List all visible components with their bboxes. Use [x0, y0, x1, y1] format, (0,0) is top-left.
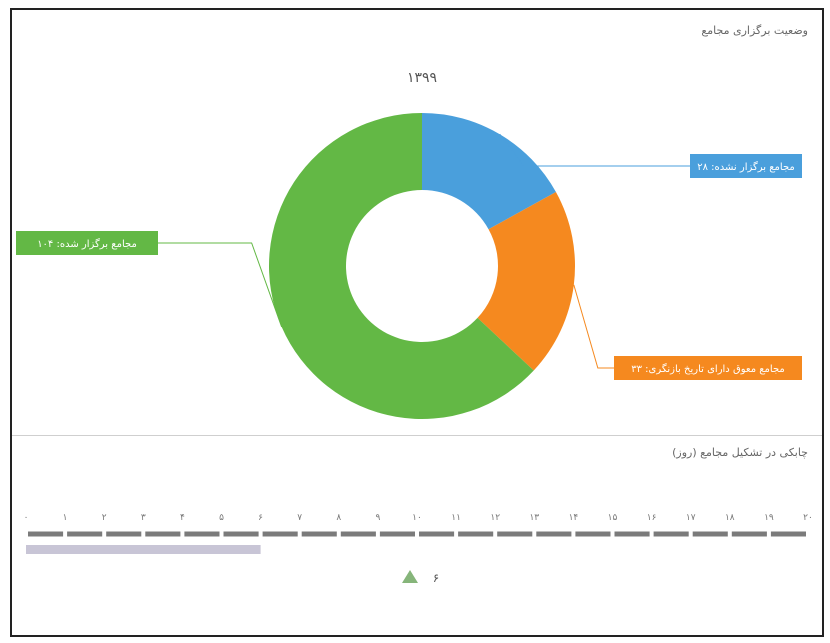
value-marker-icon: [402, 570, 418, 583]
pie-slice: [477, 192, 575, 371]
pie-slice: [422, 113, 556, 230]
x-tick-label: ۳: [141, 513, 146, 523]
x-tick-label: ۱۳: [529, 513, 539, 523]
pie-slice: [269, 113, 534, 419]
x-tick-label: ۱۱: [451, 513, 461, 523]
slice-label: مجامع برگزار شده: ۱۰۴: [37, 238, 137, 250]
x-tick-label: ۱۰: [412, 513, 422, 523]
callout-box: [614, 356, 802, 380]
x-tick-label: ۸: [336, 513, 341, 523]
x-tick-label: ۰: [24, 513, 29, 523]
x-tick-label: ۵: [219, 513, 224, 523]
x-tick-label: ۶: [258, 513, 263, 523]
x-tick-label: ۱۷: [686, 513, 696, 523]
donut-chart: ۱۳۹۹ مجامع برگزار نشده: ۲۸ مجامع معوق دارا…: [16, 70, 802, 419]
x-tick-label: ۴: [180, 513, 185, 523]
x-tick-label: ۱۹: [764, 513, 774, 523]
chart-title: ۱۳۹۹: [407, 70, 437, 86]
x-tick-label: ۹: [375, 513, 380, 523]
callout-line: [158, 242, 283, 328]
value-label: ۶: [433, 571, 439, 585]
callout-box: [690, 154, 802, 178]
x-tick-label: ۱۲: [490, 513, 500, 523]
x-tick-label: ۲۰: [803, 513, 813, 523]
slice-label: مجامع برگزار نشده: ۲۸: [697, 161, 795, 173]
x-tick-label: ۷: [297, 513, 302, 523]
slice-label: مجامع معوق دارای تاریخ بازنگری: ۳۳: [631, 363, 785, 375]
callout-line: [573, 284, 614, 369]
x-tick-label: ۲: [102, 513, 107, 523]
status-panel-title: وضعیت برگزاری مجامع: [701, 24, 808, 37]
callout-line: [499, 133, 690, 167]
callout-box: [16, 231, 158, 255]
x-tick-label: ۱۸: [725, 513, 735, 523]
chart-frame: وضعیت برگزاری مجامع چابکی در تشکیل مجامع…: [10, 8, 824, 637]
value-bar: [26, 545, 261, 554]
x-tick-label: ۱۶: [647, 513, 657, 523]
agility-panel-title: چابکی در تشکیل مجامع (روز): [672, 446, 808, 459]
x-tick-label: ۱۵: [608, 513, 618, 523]
x-tick-label: ۱: [63, 513, 68, 523]
panel-divider: [12, 435, 822, 436]
x-tick-label: ۱۴: [569, 513, 579, 523]
agility-gauge: ۰ ۱ ۲ ۳ ۴ ۵ ۶ ۷ ۸ ۹ ۱۰ ۱۱ ۱۲ ۱۳ ۱۴ ۱۵ ۱۶ ۱۷ ۱۸ ۱۹ ۲۰۶: [24, 513, 813, 585]
chart-canvas: ۱۳۹۹ مجامع برگزار نشده: ۲۸ مجامع معوق دارا…: [16, 70, 813, 585]
